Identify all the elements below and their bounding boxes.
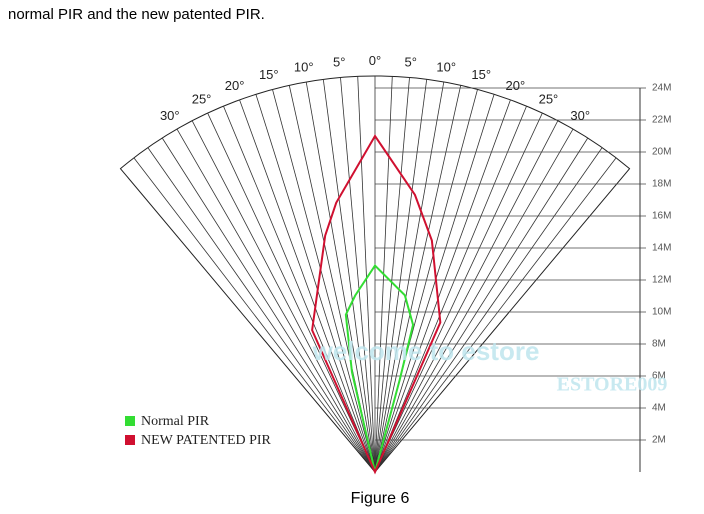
watermark: ESTORE009 [557, 374, 668, 396]
y-tick-label: 14M [652, 243, 671, 254]
y-tick-label: 16M [652, 211, 671, 222]
fan-line [374, 120, 559, 473]
fan-line [340, 77, 376, 473]
caption: Figure 6 [351, 490, 410, 507]
y-tick-label: 6M [652, 371, 666, 382]
angle-tick-label: 15° [259, 67, 279, 82]
series-line [311, 134, 442, 475]
fan-line [374, 137, 589, 473]
fan-line [223, 105, 376, 473]
angle-tick-label: 20° [225, 78, 245, 93]
fan-line [374, 157, 617, 473]
fan-outline [119, 75, 631, 473]
angle-tick-label: 0° [369, 53, 381, 68]
angle-tick-label: 30° [570, 108, 590, 123]
angle-tick-label: 10° [294, 59, 314, 74]
series-line [344, 264, 415, 473]
y-tick-label: 8M [652, 339, 666, 350]
fan-line [374, 112, 543, 473]
angle-tick-label: 25° [539, 91, 559, 106]
fan-line [305, 81, 376, 473]
legend-swatch [125, 435, 135, 445]
fan-line [161, 137, 376, 473]
fan-line [255, 94, 376, 473]
fan-line [357, 76, 376, 473]
legend-swatch [125, 416, 135, 426]
fan-line [207, 112, 376, 473]
fan-line [374, 99, 511, 473]
angle-tick-label: 10° [436, 59, 456, 74]
y-tick-label: 10M [652, 307, 671, 318]
fan-line [374, 105, 527, 473]
angle-tick-label: 20° [506, 78, 526, 93]
y-tick-label: 2M [652, 435, 666, 446]
y-tick-label: 18M [652, 179, 671, 190]
fan-line [374, 147, 603, 473]
fan-line [322, 79, 376, 473]
legend-label: Normal PIR [141, 414, 210, 429]
fan-line [191, 120, 376, 473]
fan-line [147, 147, 376, 473]
fan-line [239, 99, 376, 473]
fan-line [374, 94, 495, 473]
angle-tick-label: 15° [471, 67, 491, 82]
fan-line [374, 77, 410, 473]
fan-line [374, 79, 428, 473]
fan-line [176, 128, 376, 473]
fan-line [374, 128, 574, 473]
y-tick-label: 12M [652, 275, 671, 286]
y-tick-label: 22M [652, 115, 671, 126]
legend-label: NEW PATENTED PIR [141, 433, 272, 448]
angle-tick-label: 25° [192, 91, 212, 106]
fan-line [374, 85, 462, 473]
y-tick-label: 24M [652, 83, 671, 94]
watermark: welcome to estore [312, 336, 540, 366]
angle-tick-label: 5° [333, 55, 345, 70]
fan-line [133, 157, 376, 473]
angle-tick-label: 30° [160, 108, 180, 123]
y-tick-label: 4M [652, 403, 666, 414]
intro-text: normal PIR and the new patented PIR. [8, 6, 265, 23]
angle-tick-label: 5° [405, 55, 417, 70]
y-tick-label: 20M [652, 147, 671, 158]
fan-line [374, 81, 445, 473]
fan-line [272, 89, 376, 473]
